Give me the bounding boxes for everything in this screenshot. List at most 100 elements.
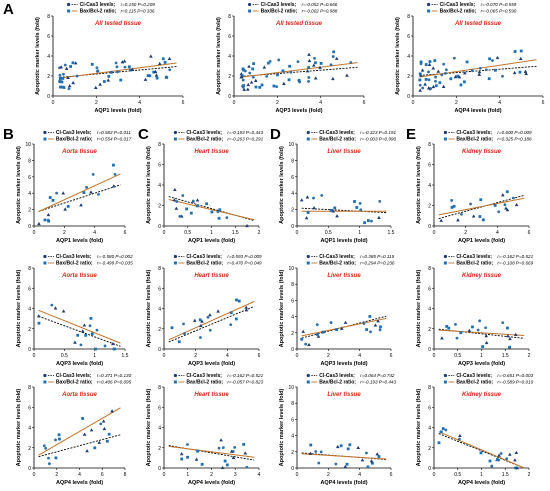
x-tick-label: 4 <box>358 353 361 359</box>
x-tick-label: 0.5 <box>454 472 461 478</box>
scatter-point <box>431 84 436 89</box>
x-tick-label: 2 <box>55 472 58 478</box>
scatter-point <box>241 84 245 88</box>
scatter-point <box>186 455 189 459</box>
y-tick-label: 6 <box>428 405 431 411</box>
y-tick-label: 6 <box>28 405 31 411</box>
scatter-point <box>47 462 51 466</box>
fit-line-cas3 <box>168 306 255 343</box>
y-tick-label: 4 <box>28 426 31 432</box>
scatter-point <box>288 64 292 68</box>
scatter-point <box>252 62 256 66</box>
y-tick-label: 8 <box>228 14 231 20</box>
scatter-point <box>307 342 311 347</box>
legend-bax-marker <box>443 261 447 265</box>
scatter-point <box>471 325 474 329</box>
scatter-point <box>476 328 480 332</box>
scatter-point <box>377 455 381 458</box>
legend-bax-stats: r=-0.108 P=0.669 <box>497 261 533 266</box>
scatter-point <box>175 200 179 203</box>
y-tick-label: 4 <box>291 315 294 321</box>
scatter-point <box>198 318 202 322</box>
scatter-point <box>93 85 98 89</box>
legend-bax-label: Bax/Bcl-2 ratio; <box>319 137 356 143</box>
y-tick-label: 0 <box>158 224 161 230</box>
scatter-point <box>69 65 73 68</box>
scatter-point <box>457 437 461 441</box>
x-axis-title: AQP4 levels (fold) <box>458 480 505 486</box>
x-tick-label: 0 <box>33 230 36 236</box>
scatter-point <box>366 219 370 222</box>
scatter-point <box>307 66 311 69</box>
legend-bax-marker <box>43 380 47 384</box>
y-tick-label: 2 <box>428 446 431 452</box>
scatter-point <box>170 326 174 330</box>
y-axis-title: Apoptotic marker levels (fold) <box>35 17 41 95</box>
y-tick-label: 4 <box>47 54 50 60</box>
scatter-point <box>208 328 212 332</box>
tissue-label: Heart tissue <box>194 392 229 398</box>
chart-panel-a2: 0 2 4 6 8 0 2 4 6 AQP3 levels (fold) Apoptotic mar… <box>216 2 366 114</box>
y-tick-label: 4 <box>228 54 231 60</box>
scatter-point <box>305 195 310 199</box>
scatter-point <box>431 66 436 70</box>
scatter-point <box>484 68 488 72</box>
y-tick-label: 8 <box>428 142 431 148</box>
scatter-point <box>514 466 518 470</box>
scatter-point <box>353 200 356 203</box>
scatter-point <box>497 453 501 457</box>
tissue-label: All tested tissue <box>275 21 323 27</box>
scatter-point <box>189 211 193 215</box>
x-tick-label: 0 <box>33 472 36 478</box>
scatter-point <box>80 329 85 333</box>
scatter-point <box>152 70 156 74</box>
scatter-point <box>53 306 58 310</box>
scatter-point <box>97 192 100 196</box>
scatter-point <box>371 461 374 465</box>
y-axis-title: Apoptotic marker levels (fold) <box>146 389 152 467</box>
y-tick-label: 2 <box>158 446 161 452</box>
x-tick-label: 0.5 <box>325 230 332 236</box>
scatter-point <box>375 452 380 456</box>
chart-panel-a1: A 0 2 4 6 8 0 2 4 6 AQP1 levels (fold) Apoptotic ma… <box>3 1 185 114</box>
chart-panel-a3: 0 2 4 6 8 0 2 4 6 AQP4 levels (fold) Apoptotic mar… <box>395 2 545 114</box>
chart-panel-e1: E 0 2 4 6 8 0 2 4 6 AQP1 levels (fold) Apoptotic ma… <box>406 126 532 244</box>
scatter-point <box>229 311 233 315</box>
scatter-point <box>345 73 349 77</box>
y-axis-title: Apoptotic marker levels (fold) <box>216 17 222 95</box>
scatter-point <box>501 193 505 197</box>
y-tick-label: 2 <box>158 327 161 333</box>
scatter-point <box>331 55 335 58</box>
legend-cas3-label: Cl-Cas3 levels; <box>440 2 476 8</box>
scatter-point <box>239 74 244 79</box>
legend-bax-marker <box>173 137 177 141</box>
y-tick-label: 8 <box>407 14 410 20</box>
panel-letter: A <box>3 1 14 18</box>
y-tick-label: 2 <box>291 331 294 337</box>
legend-bax-marker <box>306 380 310 384</box>
scatter-point <box>465 60 469 64</box>
x-axis-title: AQP3 levels (fold) <box>188 361 235 367</box>
scatter-point <box>523 69 528 73</box>
scatter-point <box>276 73 279 77</box>
scatter-point <box>345 462 349 466</box>
y-tick-label: 10 <box>288 142 294 148</box>
scatter-point <box>116 70 119 74</box>
scatter-point <box>42 444 46 448</box>
y-tick-label: 0 <box>291 224 294 230</box>
scatter-point <box>67 87 71 91</box>
x-tick-label: 1.5 <box>502 472 509 478</box>
scatter-point <box>373 323 378 327</box>
panel-letter: B <box>3 126 14 143</box>
scatter-point <box>334 462 338 466</box>
scatter-point <box>318 65 322 69</box>
scatter-point <box>513 50 517 53</box>
legend-bax-stats: r=0.470 P=0.049 <box>227 261 262 266</box>
scatter-point <box>217 446 221 450</box>
scatter-point <box>58 437 61 441</box>
scatter-point <box>233 445 237 449</box>
x-tick-label: 2 <box>327 353 330 359</box>
scatter-point <box>59 85 62 89</box>
y-tick-label: 4 <box>158 307 161 313</box>
fit-line-bax <box>438 197 525 216</box>
